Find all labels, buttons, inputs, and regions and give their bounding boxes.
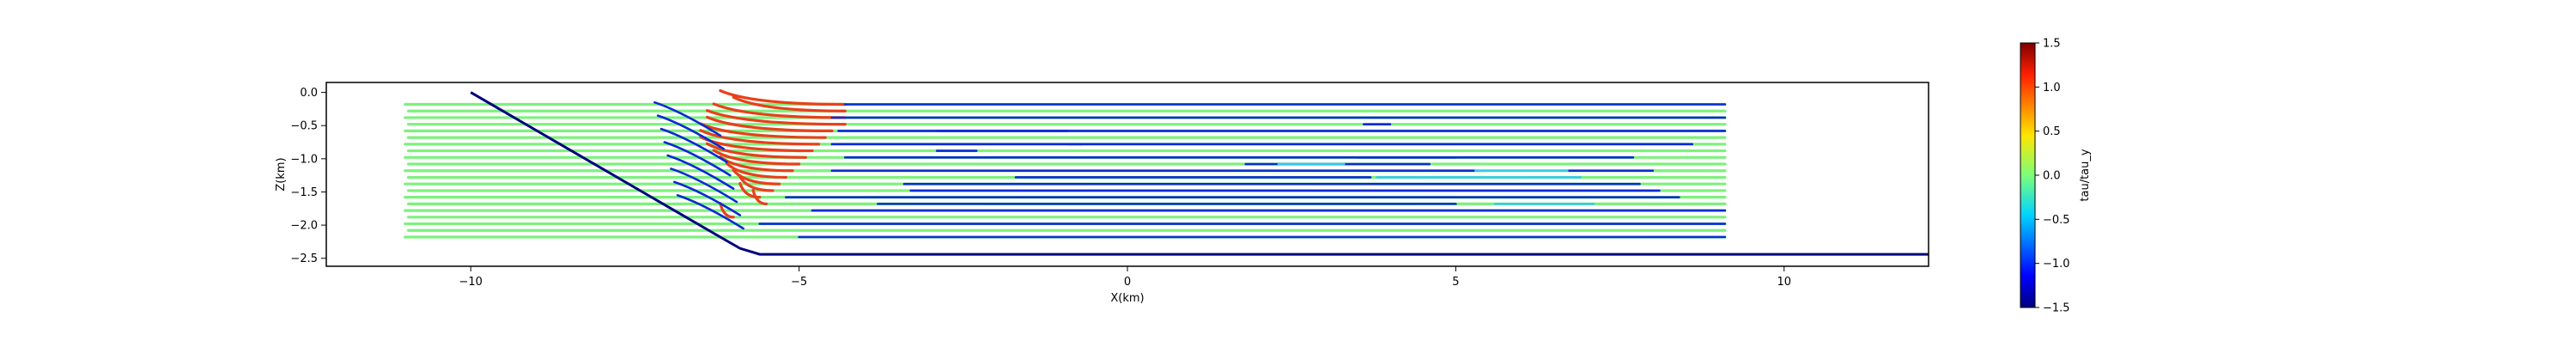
y-tick-label: −2.0 [290,220,318,233]
x-tick-label: −10 [459,276,483,289]
streamline-blue-curve [673,180,742,216]
streamline-red [738,182,762,199]
streamline-red [705,142,807,159]
streamline-red [732,168,781,186]
streamline-blue-curve [653,100,722,137]
colorbar [2020,42,2036,308]
colorbar-tick-label: 1.5 [2043,38,2061,51]
streamline-red [732,95,847,113]
streamline-red [699,129,821,146]
streamline-red [751,188,768,205]
colorbar-label: tau/tau_y [2079,149,2092,201]
x-tick-label: 0 [1124,276,1131,289]
streamline-blue-curve [659,127,728,164]
y-tick-label: −1.5 [290,186,318,199]
colorbar-tick-label: −0.5 [2043,214,2070,227]
streamline-red [705,109,847,126]
y-tick-label: −2.5 [290,253,318,265]
colorbar-tick-label: 0.5 [2043,125,2061,138]
x-tick-label: 5 [1452,276,1459,289]
y-axis-label: Z(km) [275,157,288,191]
fault-boundary-line [470,91,1929,256]
streamline-red [705,115,834,132]
plot-area [404,88,1929,256]
streamline-red [712,149,801,166]
streamline-red [719,88,847,107]
y-tick-label: 0.0 [300,87,318,100]
streamline-red [699,122,827,139]
x-axis-label: X(km) [1110,292,1144,305]
colorbar-tick-label: −1.0 [2043,258,2070,271]
streamline-red [725,161,787,180]
streamline-blue-curve [676,194,744,230]
streamline-red [738,175,775,192]
colorbar-tick-label: −1.5 [2043,302,2070,315]
streamline-blue-curve [666,154,735,190]
streamline-red [712,102,847,119]
x-tick-label: 10 [1777,276,1791,289]
y-tick-label: −0.5 [290,120,318,133]
colorbar-tick-label: 1.0 [2043,82,2061,94]
streamline-red [719,202,735,219]
streamline-blue-curve [656,114,725,150]
streamline-blue-curve [670,167,738,204]
colorbar-ticks: 1.5 1.0 0.5 0.0 −0.5 −1.0 −1.5 [2035,38,2070,315]
x-tick-label: −5 [791,276,807,289]
streamline-blue-curve [663,141,732,177]
y-tick-label: −1.0 [290,153,318,166]
colorbar-tick-label: 0.0 [2043,170,2061,183]
axes: −10 −5 0 5 10 0.0 −0.5 −1.0 −1.5 −2.0 −2.5 [290,87,1791,289]
